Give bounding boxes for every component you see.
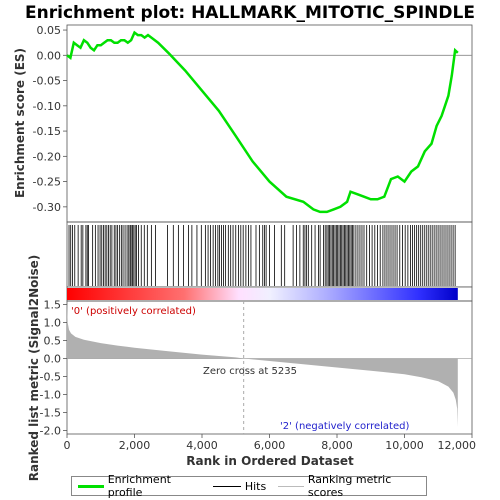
x-tick-label: 8,000 [321,439,353,452]
legend-label: Hits [244,479,267,493]
es-y-tick-label: -0.05 [33,75,61,88]
metric-y-tick-label: 0.5 [44,335,62,348]
es-y-axis-title: Enrichment score (ES) [13,48,27,198]
es-y-tick-label: -0.15 [33,125,61,138]
chart-title: Enrichment plot: HALLMARK_MITOTIC_SPINDL… [25,3,475,23]
legend-label: Ranking metric scores [307,473,392,499]
metric-y-tick-label: -0.5 [40,370,61,383]
x-tick-label: 12,000 [438,439,477,452]
metric-y-axis-ticks: 1.5 1.0 0.5 0.0 -0.5 -1.0 -1.5 -2.0 [40,299,67,437]
x-tick-label: 10,000 [385,439,424,452]
legend-item-ranking-metric: Ranking metric scores [278,473,420,499]
x-tick-label: 2,000 [119,439,151,452]
es-y-tick-label: -0.25 [33,176,61,189]
es-y-tick-label: -0.20 [33,150,61,163]
metric-y-tick-label: 1.5 [44,299,62,312]
metric-y-tick-label: -1.5 [40,406,61,419]
x-axis-ticks: 0 2,000 4,000 6,000 8,000 10,000 12,000 [64,434,477,452]
legend-item-hits: Hits [212,479,267,493]
legend-swatch-black [212,485,241,487]
legend-swatch-gray [278,485,304,487]
x-tick-label: 6,000 [254,439,286,452]
metric-y-axis-title: Ranked list metric (Signal2Noise) [27,255,41,482]
metric-area [67,302,458,427]
es-y-tick-label: -0.10 [33,100,61,113]
x-tick-label: 4,000 [186,439,218,452]
legend-item-enrichment-profile: Enrichment profile [78,473,201,499]
legend: Enrichment profile Hits Ranking metric s… [71,473,427,499]
hit-marks [68,225,456,286]
metric-y-tick-label: 1.0 [44,317,62,330]
es-y-axis-ticks: 0.05 0.00 -0.05 -0.10 -0.15 -0.20 -0.25 -0.30 [33,24,67,214]
es-y-tick-label: -0.30 [33,201,61,214]
series-line-enrichment-profile [66,30,459,214]
legend-swatch-green [78,484,104,488]
legend-label: Enrichment profile [107,473,171,499]
x-tick-label: 0 [64,439,71,452]
es-panel-frame [66,24,473,223]
x-axis-title: Rank in Ordered Dataset [186,454,354,468]
negative-correlation-label: '2' (negatively correlated) [280,421,409,432]
zero-cross-label: Zero cross at 5235 [203,366,297,377]
metric-y-tick-label: -2.0 [40,424,61,437]
positive-correlation-label: '0' (positively correlated) [71,306,196,317]
rank-colorbar [67,288,458,300]
es-y-tick-label: 0.00 [37,49,62,62]
es-y-tick-label: 0.05 [37,24,62,37]
metric-y-tick-label: 0.0 [44,353,62,366]
metric-y-tick-label: -1.0 [40,388,61,401]
